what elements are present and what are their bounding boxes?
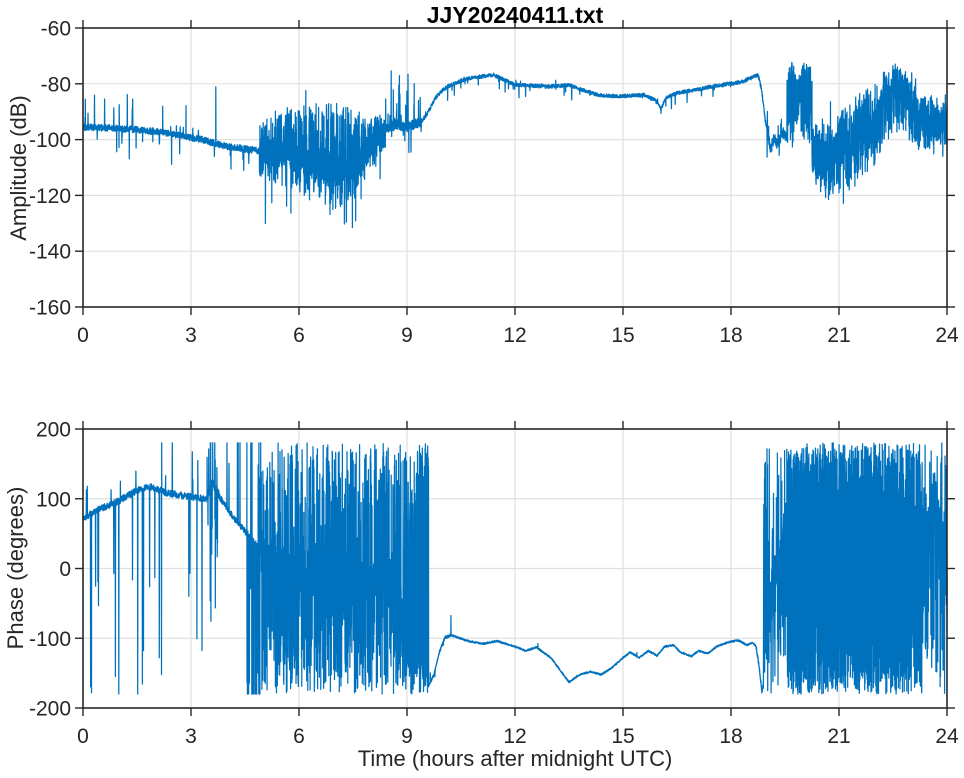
x-tick-label: 9 (401, 324, 413, 347)
tick-marks (75, 20, 955, 315)
y-tick-label: -100 (29, 129, 71, 152)
y-tick-label: 0 (59, 558, 71, 581)
amplitude-plot: 0 3 6 9 12 15 18 21 24 -160 -140 -120 -100 -80 -60 (29, 18, 959, 348)
x-tick-label: 18 (719, 324, 742, 347)
x-tick-label: 3 (185, 324, 197, 347)
phase-y-axis-label: Phase (degrees) (3, 486, 28, 650)
y-tick-label: -120 (29, 185, 71, 208)
amplitude-y-axis-label: Amplitude (dB) (6, 95, 31, 241)
x-tick-label: 15 (611, 725, 634, 748)
x-tick-label: 24 (935, 725, 959, 748)
x-tick-label: 9 (401, 725, 413, 748)
tick-labels: 0 3 6 9 12 15 18 21 24 -200 -100 0 100 200 (29, 419, 959, 749)
x-tick-label: 18 (719, 725, 742, 748)
y-tick-label: 200 (36, 419, 71, 442)
grid-lines (83, 28, 947, 307)
y-tick-label: -60 (41, 18, 71, 41)
y-tick-label: 100 (36, 488, 71, 511)
x-tick-label: 0 (77, 725, 89, 748)
y-tick-label: -100 (29, 628, 71, 651)
phase-plot: 0 3 6 9 12 15 18 21 24 -200 -100 0 100 200 (29, 419, 959, 749)
x-tick-label: 21 (827, 725, 850, 748)
x-tick-label: 3 (185, 725, 197, 748)
time-x-axis-label: Time (hours after midnight UTC) (357, 746, 673, 771)
x-tick-label: 12 (503, 324, 526, 347)
x-tick-label: 6 (293, 324, 305, 347)
x-tick-label: 15 (611, 324, 634, 347)
x-tick-label: 12 (503, 725, 526, 748)
x-tick-label: 24 (935, 324, 959, 347)
y-tick-label: -140 (29, 241, 71, 264)
y-tick-label: -80 (41, 73, 71, 96)
x-tick-label: 0 (77, 324, 89, 347)
y-tick-label: -160 (29, 297, 71, 320)
y-tick-label: -200 (29, 698, 71, 721)
x-tick-label: 6 (293, 725, 305, 748)
figure-title: JJY20240411.txt (426, 2, 604, 28)
tick-labels: 0 3 6 9 12 15 18 21 24 -160 -140 -120 -100 -80 -60 (29, 18, 959, 348)
x-tick-label: 21 (827, 324, 850, 347)
phase-trace (82, 442, 948, 695)
amplitude-trace (82, 61, 948, 229)
tick-marks (75, 421, 955, 716)
